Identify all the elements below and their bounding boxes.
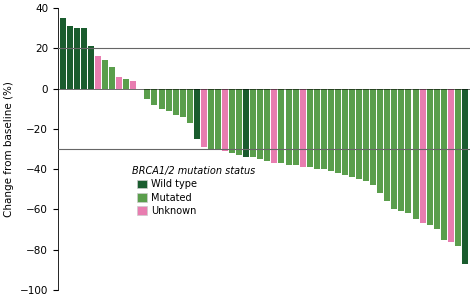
Bar [321, 88, 327, 169]
Bar [455, 88, 461, 246]
Bar [116, 76, 122, 88]
Bar [384, 88, 390, 201]
Bar [102, 61, 108, 88]
Bar [328, 88, 334, 171]
Bar [377, 88, 383, 193]
Bar [67, 26, 73, 88]
Bar [215, 88, 221, 149]
Legend: Wild type, Mutated, Unknown: Wild type, Mutated, Unknown [137, 179, 198, 216]
Bar [250, 88, 256, 157]
Bar [208, 88, 214, 149]
Bar [370, 88, 376, 185]
Bar [392, 88, 397, 209]
Bar [173, 88, 179, 115]
Bar [145, 88, 150, 99]
Bar [152, 88, 157, 105]
Bar [130, 81, 137, 88]
Bar [292, 88, 299, 165]
Bar [236, 88, 242, 155]
Bar [278, 88, 284, 163]
Bar [412, 88, 419, 219]
Bar [405, 88, 411, 213]
Bar [109, 67, 115, 88]
Bar [257, 88, 263, 159]
Bar [243, 88, 249, 157]
Bar [342, 88, 348, 175]
Text: BRCA1/2 mutation status: BRCA1/2 mutation status [132, 166, 255, 176]
Bar [74, 28, 80, 88]
Bar [434, 88, 440, 230]
Bar [201, 88, 207, 147]
Y-axis label: Change from baseline (%): Change from baseline (%) [4, 81, 14, 217]
Bar [60, 18, 66, 88]
Bar [419, 88, 426, 224]
Bar [264, 88, 270, 161]
Bar [229, 88, 235, 153]
Bar [222, 88, 228, 151]
Bar [427, 88, 433, 226]
Bar [165, 88, 172, 111]
Bar [285, 88, 292, 165]
Bar [158, 88, 164, 109]
Bar [349, 88, 355, 177]
Bar [272, 88, 277, 163]
Bar [448, 88, 454, 242]
Bar [356, 88, 362, 179]
Bar [123, 79, 129, 88]
Bar [441, 88, 447, 239]
Bar [180, 88, 186, 117]
Bar [363, 88, 369, 181]
Bar [399, 88, 404, 212]
Bar [187, 88, 193, 123]
Bar [300, 88, 306, 167]
Bar [307, 88, 313, 167]
Bar [81, 28, 87, 88]
Bar [462, 88, 468, 264]
Bar [194, 88, 200, 139]
Bar [88, 46, 94, 88]
Bar [314, 88, 320, 169]
Bar [95, 56, 101, 88]
Bar [335, 88, 341, 173]
